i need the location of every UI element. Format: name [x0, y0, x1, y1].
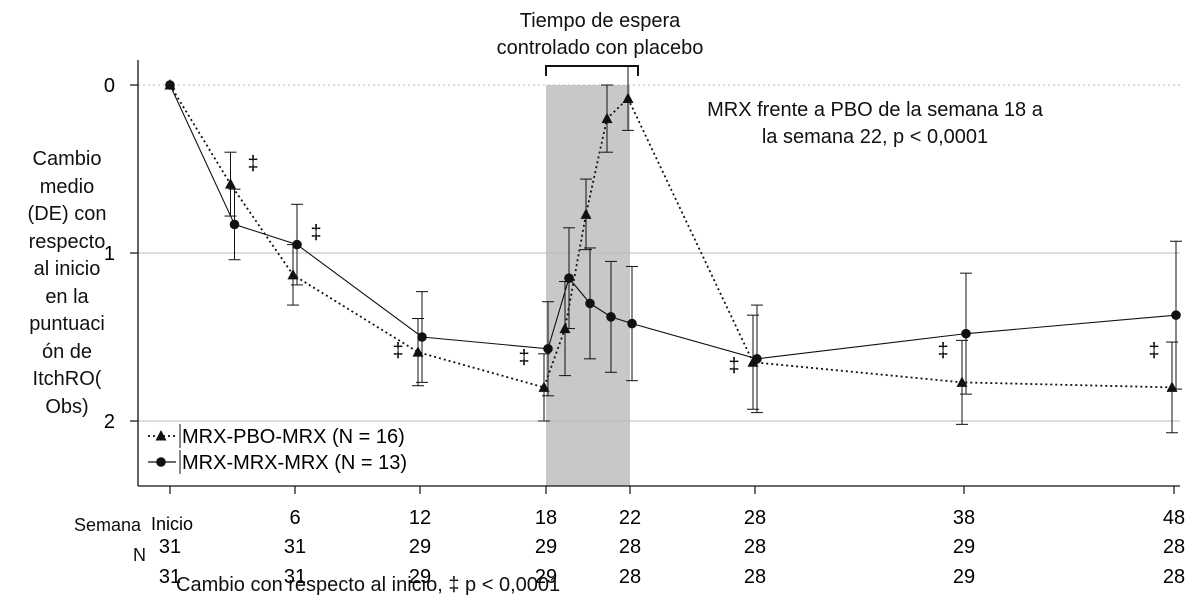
- data-point-circle: [564, 273, 574, 284]
- y-axis-label-line: medio: [39, 175, 95, 198]
- series-mrx-mrx-mrx: [165, 80, 1182, 414]
- data-point-triangle: [601, 112, 613, 124]
- data-point-circle: [229, 219, 240, 230]
- data-point-triangle: [225, 178, 236, 189]
- y-axis-label: Cambio medio (DE) con respecto al inicio en l…: [2, 146, 132, 421]
- data-point-triangle: [559, 322, 571, 334]
- data-point-circle: [752, 354, 762, 364]
- n-value-mrx-mrx: 28: [1163, 566, 1185, 588]
- label-mask: [150, 508, 188, 524]
- y-axis-label-line: Cambio: [32, 148, 102, 170]
- week-row-label: Semana: [74, 515, 142, 535]
- n-value-mrx-mrx: 31: [284, 566, 306, 588]
- x-tick-label: 48: [1163, 507, 1185, 529]
- data-point-triangle: [412, 346, 424, 357]
- data-point-circle: [627, 318, 637, 329]
- series-line: [169, 84, 1173, 389]
- n-value-mrx-mrx: 28: [744, 566, 766, 588]
- n-value-mrx-pbo: 31: [284, 536, 306, 558]
- comparison-line-1: MRX frente a PBO de la semana 18 a: [707, 99, 1043, 121]
- placebo-label-line-1: Tiempo de espera: [519, 10, 681, 32]
- legend: MRX-PBO-MRX (N = 16) MRX-MRX-MRX (N = 13): [148, 424, 407, 474]
- significance-mark: ‡: [310, 222, 321, 244]
- y-tick-label: 1: [104, 243, 115, 265]
- comparison-annotation: MRX frente a PBO de la semana 18 a la se…: [680, 97, 1070, 151]
- significance-mark: ‡: [392, 340, 403, 362]
- y-axis-label-line: puntuaci: [29, 313, 105, 335]
- n-value-mrx-pbo: 29: [409, 536, 431, 558]
- legend-marker-triangle: [155, 430, 167, 441]
- y-axis-label-line: (DE) con: [27, 203, 107, 225]
- placebo-period-shade: [546, 85, 630, 486]
- x-tick-label: 12: [409, 507, 431, 529]
- n-value-mrx-pbo: 28: [1163, 536, 1185, 558]
- y-axis-label-line: en la: [45, 285, 89, 308]
- significance-mark: ‡: [1148, 340, 1159, 362]
- y-tick-label: 2: [104, 411, 115, 433]
- data-point-triangle: [580, 208, 592, 219]
- data-point-circle: [961, 328, 971, 339]
- placebo-bracket: [545, 65, 639, 76]
- n-value-mrx-pbo: 29: [535, 536, 557, 558]
- baseline-label: Inicio: [151, 514, 193, 534]
- n-value-mrx-pbo: 31: [159, 536, 181, 558]
- significance-mark: ‡: [247, 153, 258, 175]
- n-value-mrx-mrx: 31: [159, 566, 181, 588]
- legend-marker-circle: [156, 457, 166, 467]
- significance-marks: ‡ ‡ ‡ ‡ ‡ ‡ ‡: [247, 153, 1159, 377]
- x-tick-label: 38: [953, 507, 975, 529]
- gridlines: [138, 84, 1180, 422]
- y-tick-label: 0: [104, 75, 115, 97]
- bracket-line: [545, 65, 639, 76]
- legend-label: MRX-PBO-MRX (N = 16): [182, 426, 405, 448]
- x-tick-label: 28: [744, 507, 766, 529]
- data-point-circle: [292, 239, 302, 250]
- data-point-circle: [417, 332, 427, 342]
- n-value-mrx-mrx: 29: [535, 566, 557, 588]
- y-axis-label-line: Obs): [45, 395, 89, 418]
- data-point-circle: [585, 298, 595, 309]
- series-line: [169, 84, 1177, 360]
- data-point-circle: [543, 343, 553, 354]
- data-point-triangle: [622, 92, 634, 103]
- data-point-triangle: [287, 268, 299, 280]
- x-tick-label: 18: [535, 507, 557, 529]
- y-axis-label-line: ón de: [41, 340, 93, 363]
- series-layer: [164, 66, 1182, 434]
- n-value-mrx-mrx: 29: [409, 566, 431, 588]
- footnote: Cambio con respecto al inicio, ‡ p < 0,0…: [176, 574, 561, 596]
- axes: 0 1 2: [104, 60, 1180, 494]
- y-axis-label-line: ItchRO(: [32, 368, 102, 390]
- data-point-circle: [1171, 310, 1181, 320]
- placebo-period-label: Tiempo de espera controlado con placebo: [470, 8, 730, 62]
- data-point-triangle: [538, 381, 550, 392]
- legend-label: MRX-MRX-MRX (N = 13): [182, 452, 407, 474]
- axis-table: BLInicio31316313112292918292922282828282…: [150, 505, 1185, 588]
- placebo-label-line-2: controlado con placebo: [496, 37, 704, 59]
- shaded-region: [546, 85, 630, 486]
- n-value-mrx-pbo: 28: [619, 536, 641, 558]
- x-tick-label: 22: [619, 507, 641, 529]
- y-axis-label-line: respecto: [28, 230, 106, 253]
- n-value-mrx-pbo: 28: [744, 536, 766, 558]
- data-point-triangle: [956, 376, 968, 387]
- significance-mark: ‡: [728, 355, 739, 377]
- x-tick-label: 6: [289, 507, 300, 529]
- y-axis-label-line: al inicio: [33, 258, 101, 280]
- n-value-mrx-mrx: 29: [953, 566, 975, 588]
- comparison-line-2: la semana 22, p < 0,0001: [761, 126, 989, 148]
- data-point-circle: [165, 80, 175, 90]
- significance-mark: ‡: [518, 347, 529, 369]
- n-value-mrx-mrx: 28: [619, 566, 641, 588]
- n-row-label: N: [133, 545, 146, 565]
- n-value-mrx-pbo: 29: [953, 536, 975, 558]
- data-point-circle: [606, 312, 616, 322]
- significance-mark: ‡: [937, 340, 948, 362]
